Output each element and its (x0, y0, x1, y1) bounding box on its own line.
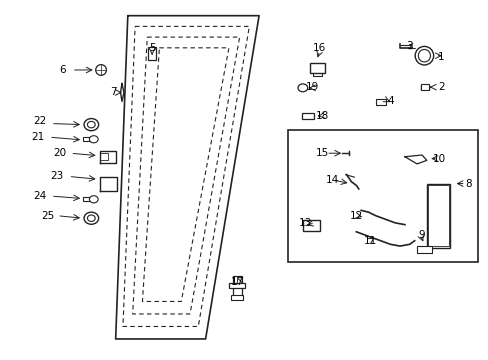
Text: 7: 7 (110, 87, 116, 98)
Text: 5: 5 (148, 43, 155, 53)
Bar (148, 47, 156, 60)
Text: 21: 21 (31, 132, 44, 142)
Bar (309, 63, 324, 73)
Bar (426, 184, 449, 248)
Text: 23: 23 (51, 171, 64, 181)
Text: 25: 25 (41, 211, 54, 221)
Bar (287, 130, 477, 262)
Text: 22: 22 (34, 116, 47, 126)
Text: 24: 24 (34, 191, 47, 201)
Bar (83, 197, 94, 202)
Text: 1: 1 (437, 52, 444, 62)
Bar (301, 113, 313, 119)
Text: 20: 20 (53, 148, 66, 158)
Ellipse shape (84, 212, 99, 224)
Ellipse shape (417, 49, 429, 62)
Text: 9: 9 (418, 230, 425, 240)
Text: 15: 15 (315, 148, 328, 158)
Ellipse shape (89, 136, 98, 143)
Text: 18: 18 (315, 111, 328, 121)
Text: 8: 8 (464, 179, 470, 189)
Bar (229, 283, 244, 288)
Text: 12: 12 (349, 211, 362, 221)
Bar (83, 137, 94, 141)
Bar (375, 99, 386, 105)
Text: 10: 10 (431, 154, 445, 163)
Ellipse shape (87, 121, 95, 128)
Bar (427, 185, 448, 246)
Ellipse shape (89, 196, 98, 203)
Text: 11: 11 (364, 236, 377, 246)
Text: 16: 16 (313, 43, 326, 53)
Text: 6: 6 (59, 65, 65, 75)
Text: 14: 14 (325, 175, 338, 185)
Ellipse shape (96, 64, 106, 75)
Bar (416, 246, 431, 253)
Ellipse shape (297, 84, 307, 92)
Text: 19: 19 (305, 82, 319, 92)
Bar (302, 220, 319, 231)
Text: 13: 13 (298, 218, 311, 228)
Bar (232, 276, 241, 296)
Text: 2: 2 (437, 82, 444, 92)
Ellipse shape (87, 215, 95, 221)
Ellipse shape (84, 118, 99, 131)
Ellipse shape (414, 46, 433, 65)
Text: 3: 3 (406, 41, 412, 51)
Bar (420, 84, 428, 90)
Text: 4: 4 (386, 96, 393, 107)
Bar (231, 296, 243, 300)
Text: 17: 17 (230, 277, 244, 287)
